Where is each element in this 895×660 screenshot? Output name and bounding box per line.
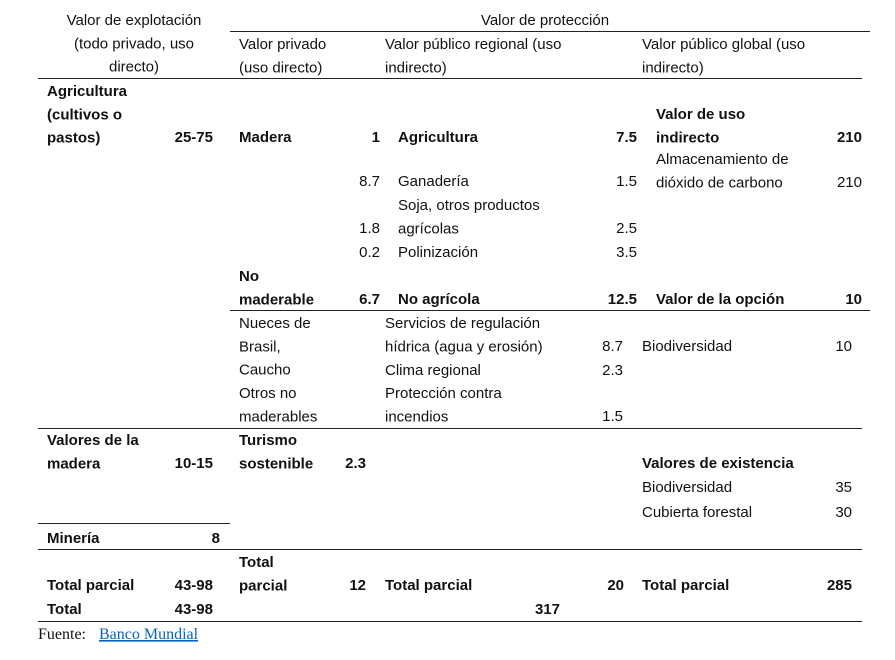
cell-value: 210 <box>837 174 862 191</box>
cell-label: Almacenamiento de <box>656 151 789 168</box>
header-line: directo) <box>109 59 159 76</box>
header-line: Valor de explotación <box>67 12 202 29</box>
cell-label: maderables <box>239 408 317 425</box>
header-line: indirecto) <box>385 59 447 76</box>
source-link[interactable]: Banco Mundial <box>99 626 199 643</box>
cell-label: incendios <box>385 408 448 425</box>
header-line: indirecto) <box>642 59 704 76</box>
cell-value: 1.8 <box>359 220 380 237</box>
cell-label: No <box>239 268 259 285</box>
cell-label: Brasil, <box>239 338 281 355</box>
cell-label: Agricultura <box>398 129 479 146</box>
cell-label: Total <box>47 601 82 618</box>
cell-label: Protección contra <box>385 385 502 402</box>
cell-label: Valor de la opción <box>656 291 784 308</box>
header: Valor de protección <box>481 12 609 29</box>
cell-label: sostenible <box>239 455 313 472</box>
cell-value: 25-75 <box>175 129 213 146</box>
header-line: (uso directo) <box>239 59 322 76</box>
cell-value: 3.5 <box>616 244 637 261</box>
cell-value: 6.7 <box>359 291 380 308</box>
cell-label: (cultivos o <box>47 106 122 123</box>
cell-label: Valores de existencia <box>642 455 794 472</box>
cell-value: 210 <box>837 129 862 146</box>
cell-label: Madera <box>239 129 292 146</box>
cell-value: 1 <box>372 129 380 146</box>
header-line: Valor público regional (uso <box>385 36 562 53</box>
cell-value: 12.5 <box>608 291 637 308</box>
cell-value: 10-15 <box>175 455 213 472</box>
cell-label: agrícolas <box>398 220 459 237</box>
cell-label: parcial <box>239 577 287 594</box>
cell-label: Valor de uso <box>656 106 745 123</box>
cell-label: madera <box>47 455 101 472</box>
cell-value: 12 <box>349 577 366 594</box>
cell-value: 10 <box>845 291 862 308</box>
cell-label: Otros no <box>239 385 297 402</box>
source-label: Fuente: <box>38 626 86 643</box>
cell-label: maderable <box>239 291 314 308</box>
cell-value: 43-98 <box>175 577 213 594</box>
cell-value: 30 <box>835 504 852 521</box>
cell-label: Valores de la <box>47 432 139 449</box>
cell-label: Total parcial <box>47 577 134 594</box>
cell-label: pastos) <box>47 130 100 147</box>
cell-label: hídrica (agua y erosión) <box>385 338 543 355</box>
cell-label: Nueces de <box>239 315 311 332</box>
cell-label: Clima regional <box>385 362 481 379</box>
cell-label: Total parcial <box>642 577 729 594</box>
header-line: Valor privado <box>239 36 326 53</box>
cell-value: 2.5 <box>616 220 637 237</box>
cell-label: indirecto <box>656 129 719 146</box>
cell-value: 1.5 <box>616 173 637 190</box>
header-line: (todo privado, uso <box>74 35 194 52</box>
cell-label: Turismo <box>239 432 297 449</box>
cell-label: dióxido de carbono <box>656 174 783 191</box>
cell-value: 20 <box>607 577 624 594</box>
cell-label: Biodiversidad <box>642 338 732 355</box>
cell-value: 8 <box>212 530 220 547</box>
cell-label: Total <box>239 554 274 571</box>
cell-value: 7.5 <box>616 129 637 146</box>
cell-label: No agrícola <box>398 291 480 308</box>
cell-value: 43-98 <box>175 601 213 618</box>
cell-value: 8.7 <box>359 173 380 190</box>
cell-label: Agricultura <box>47 83 128 100</box>
cell-value: 10 <box>835 338 852 355</box>
cell-value: 0.2 <box>359 244 380 261</box>
cell-value: 317 <box>535 601 560 618</box>
cell-label: Soja, otros productos <box>398 197 540 214</box>
cell-value: 2.3 <box>345 455 366 472</box>
cell-label: Caucho <box>239 362 291 379</box>
cell-label: Servicios de regulación <box>385 315 540 332</box>
cell-value: 8.7 <box>602 338 623 355</box>
cell-label: Ganadería <box>398 173 470 190</box>
cell-label: Biodiversidad <box>642 479 732 496</box>
cell-value: 2.3 <box>602 362 623 379</box>
cell-value: 285 <box>827 577 852 594</box>
cell-value: 35 <box>835 479 852 496</box>
cell-label: Minería <box>47 530 100 547</box>
cell-label: Polinización <box>398 244 478 261</box>
cell-label: Cubierta forestal <box>642 504 752 521</box>
header-line: Valor público global (uso <box>642 36 805 53</box>
cell-label: Total parcial <box>385 577 472 594</box>
cell-value: 1.5 <box>602 408 623 425</box>
